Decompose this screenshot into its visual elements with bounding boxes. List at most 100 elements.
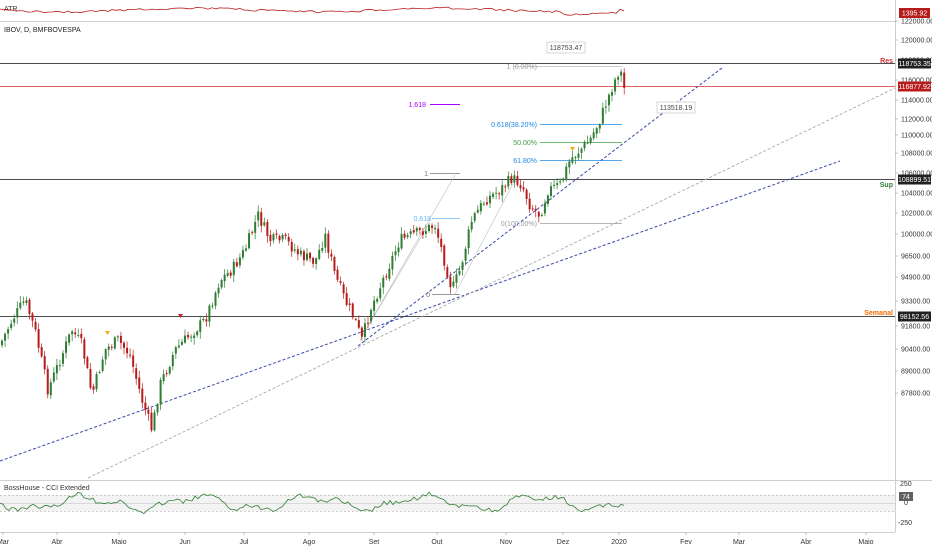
candle-body: [159, 379, 162, 405]
candle-body: [116, 336, 119, 338]
candle-body: [138, 377, 141, 389]
candle-body: [199, 320, 202, 333]
price-tick-label: 122000.00: [901, 19, 932, 26]
candle-body: [412, 230, 415, 233]
badge-weekly-text: 98152.56: [900, 314, 929, 321]
candle-body: [180, 341, 183, 345]
candle-body: [86, 357, 89, 369]
candle-body: [342, 284, 345, 294]
trendline-short: [357, 67, 723, 347]
candle-body: [421, 231, 424, 235]
candle-body: [464, 248, 467, 261]
candle-body: [238, 257, 241, 266]
candle-body: [534, 208, 537, 211]
candle-body: [208, 305, 211, 322]
time-axis[interactable]: Mar Abr Maio Jun Jul Ago Set Out Nov Dez 2020 Fev Ma…: [0, 532, 874, 546]
candle-body: [571, 157, 574, 163]
candle-body: [403, 233, 406, 238]
candle-body: [284, 234, 287, 237]
cci-value-text: 74: [902, 494, 910, 501]
candle-body: [543, 203, 546, 214]
candle-body: [83, 339, 86, 359]
candle-body: [550, 186, 552, 196]
candle-body: [184, 335, 186, 343]
candle-body: [168, 366, 171, 374]
candle-body: [80, 333, 83, 339]
price-tick-label: 100000.00: [901, 232, 932, 239]
candle-body: [452, 281, 455, 287]
candle-body: [318, 249, 321, 259]
candle-body: [306, 253, 308, 261]
candle-body: [409, 231, 412, 235]
time-tick-label: Dez: [557, 539, 570, 546]
cci-panel: BossHouse - CCI Extended 250 0 -250 74: [0, 480, 932, 527]
candle-body: [123, 342, 125, 348]
badge-resistance: [898, 58, 931, 69]
candle-body: [489, 195, 491, 204]
candle-body: [16, 308, 19, 318]
candle-body: [177, 345, 180, 348]
candles-layer[interactable]: [1, 68, 626, 433]
candle-body: [193, 335, 196, 339]
candle-body: [132, 355, 135, 367]
callout-high: 118753.47: [550, 45, 583, 52]
candle-body: [266, 221, 269, 237]
candle-body: [220, 279, 223, 288]
candle-body: [577, 153, 580, 158]
candle-body: [296, 249, 299, 255]
fib-ext-1618-label: 1.618: [408, 102, 426, 109]
badge-current-price-text: 116877.92: [898, 84, 931, 91]
time-tick-label: Abr: [801, 539, 813, 546]
candle-body: [525, 189, 528, 199]
candle-body: [614, 79, 617, 92]
candle-body: [40, 347, 43, 357]
price-tick-label: 94900.00: [901, 275, 930, 282]
candle-body: [443, 245, 446, 266]
candle-body: [617, 77, 620, 80]
candle-body: [260, 212, 263, 226]
price-tick-label: 106000.00: [901, 171, 932, 178]
candle-body: [440, 238, 443, 248]
candle-body: [546, 195, 549, 204]
price-axis[interactable]: 122000.00120000.00118000.00116000.001140…: [895, 19, 932, 398]
candle-body: [92, 386, 95, 390]
candle-body: [52, 372, 55, 382]
candle-body: [370, 310, 373, 322]
candle-body: [22, 301, 25, 303]
candle-body: [482, 203, 485, 205]
candle-body: [345, 293, 348, 305]
candle-body: [196, 331, 199, 336]
cci-tick-label: 0: [904, 500, 908, 507]
candle-body: [77, 334, 80, 336]
candle-body: [498, 193, 501, 195]
candle-body: [104, 349, 107, 360]
price-tick-label: 110000.00: [901, 133, 932, 140]
candle-body: [376, 298, 379, 302]
candle-body: [559, 181, 562, 183]
candle-body: [400, 233, 403, 249]
candle-body: [455, 274, 458, 283]
candle-body: [302, 251, 305, 261]
candle-body: [623, 72, 626, 88]
cci-tick-label: 250: [900, 481, 912, 488]
candle-body: [232, 261, 235, 276]
candle-body: [58, 365, 61, 367]
candle-body: [467, 229, 470, 249]
trendline-long: [0, 160, 841, 462]
candle-body: [388, 268, 391, 279]
candle-body: [248, 233, 251, 249]
candle-body: [31, 313, 34, 321]
candle-body: [275, 233, 278, 235]
trendline-channel: [87, 87, 896, 479]
candle-body: [510, 176, 513, 183]
candle-body: [113, 337, 116, 349]
candle-body: [473, 213, 476, 221]
candle-body: [254, 221, 257, 233]
price-badges: 118753.35 116877.92 108899.51 98152.56: [898, 58, 931, 322]
candle-body: [446, 267, 449, 278]
candle-body: [309, 252, 312, 259]
level-label-weekly: Semanal: [864, 310, 893, 317]
candle-body: [574, 157, 577, 159]
candle-body: [281, 234, 284, 240]
